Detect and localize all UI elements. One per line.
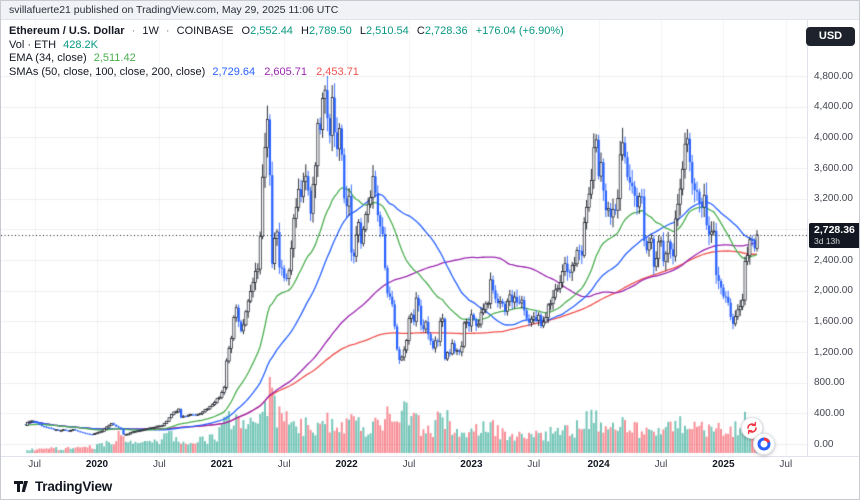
volume-row[interactable]: Vol · ETH 428.2K <box>9 39 564 53</box>
price-tick-label: 2,400.00 <box>814 254 853 266</box>
last-price-value: 2,728.36 <box>814 223 855 236</box>
price-tick-label: 3,600.00 <box>814 162 853 174</box>
time-tick-label: Jul <box>402 459 416 470</box>
price-tick-label: 800.00 <box>814 377 845 389</box>
price-tick-label: 1,200.00 <box>814 346 853 358</box>
exchange-label: COINBASE <box>176 25 234 37</box>
time-tick-label: Jul <box>654 459 668 470</box>
volume-value: 428.2K <box>63 38 99 51</box>
time-tick-label: 2024 <box>587 459 610 470</box>
ema-row[interactable]: EMA (34, close) 2,511.42 <box>9 52 564 66</box>
separator: · <box>165 25 170 37</box>
low-letter: L <box>359 25 366 37</box>
change-value: +176.04 (+6.90%) <box>475 25 564 37</box>
interval-label[interactable]: 1W <box>142 25 159 37</box>
smas-row[interactable]: SMAs (50, close, 100, close, 200, close)… <box>9 66 564 80</box>
attribution-bar: svillafuerte21 published on TradingView.… <box>1 1 859 20</box>
close-letter: C <box>416 25 425 37</box>
sma50-value: 2,729.64 <box>212 65 256 78</box>
open-value: 2,552.44 <box>250 25 293 37</box>
symbol-row[interactable]: Ethereum / U.S. Dollar · 1W · COINBASE O… <box>9 25 564 39</box>
smas-label[interactable]: SMAs (50, close, 100, close, 200, close) <box>9 65 206 78</box>
price-tick-label: 2,000.00 <box>814 285 853 297</box>
tradingview-wordmark: TradingView <box>35 478 113 494</box>
close-value: 2,728.36 <box>424 25 468 37</box>
avatar-button[interactable] <box>753 433 775 455</box>
price-tick-label: 4,800.00 <box>814 70 853 82</box>
high-value: 2,789.50 <box>308 25 352 37</box>
price-tick-label: 4,400.00 <box>814 101 853 113</box>
high-letter: H <box>301 25 309 37</box>
currency-toggle-button[interactable]: USD <box>806 27 855 46</box>
bar-countdown: 3d 13h <box>814 235 840 246</box>
sma100-value: 2,605.71 <box>264 65 308 78</box>
time-tick-label: Jul <box>779 459 793 470</box>
chart-legend: Ethereum / U.S. Dollar · 1W · COINBASE O… <box>9 25 564 79</box>
volume-label[interactable]: Vol · ETH <box>9 38 57 51</box>
price-axis[interactable]: 2,728.36 3d 13h 4,800.00 4,400.00 4,000.00… <box>807 20 859 456</box>
price-tick-label: 4,000.00 <box>814 131 853 143</box>
footer-bar: TradingView <box>1 471 859 499</box>
price-tick-label: 3,200.00 <box>814 193 853 205</box>
time-tick-label: Jul <box>28 459 41 470</box>
time-tick-label: 2020 <box>85 459 109 470</box>
symbol-title[interactable]: Ethereum / U.S. Dollar <box>9 25 125 37</box>
attribution-text: svillafuerte21 published on TradingView.… <box>9 4 339 16</box>
ema-label[interactable]: EMA (34, close) <box>9 52 87 64</box>
time-tick-label: 2021 <box>210 459 233 470</box>
price-chart-canvas[interactable] <box>1 20 807 456</box>
price-tick-label: 0.00 <box>814 438 834 450</box>
time-axis[interactable]: Jul 2020 Jul 2021 Jul 2022 Jul 2023 Jul 2024 Jul 20… <box>1 456 859 472</box>
time-tick-label: Jul <box>527 459 541 470</box>
time-tick-label: Jul <box>152 459 166 470</box>
tradingview-logo-icon <box>13 478 29 494</box>
separator: · <box>131 25 136 37</box>
last-price-badge: 2,728.36 3d 13h <box>809 222 859 248</box>
price-tick-label: 1,600.00 <box>814 315 853 327</box>
sma200-value: 2,453.71 <box>316 65 359 78</box>
time-tick-label: 2025 <box>712 459 735 470</box>
open-letter: O <box>241 25 251 37</box>
time-tick-label: Jul <box>277 459 291 470</box>
tradingview-logo[interactable]: TradingView <box>13 478 112 494</box>
circular-arrows-icon <box>745 421 759 435</box>
time-tick-label: 2023 <box>460 459 483 470</box>
price-tick-label: 400.00 <box>814 407 845 419</box>
low-value: 2,510.54 <box>365 25 409 37</box>
avatar-icon <box>757 437 771 451</box>
ema-value: 2,511.42 <box>93 52 136 64</box>
time-tick-label: 2022 <box>335 459 358 470</box>
